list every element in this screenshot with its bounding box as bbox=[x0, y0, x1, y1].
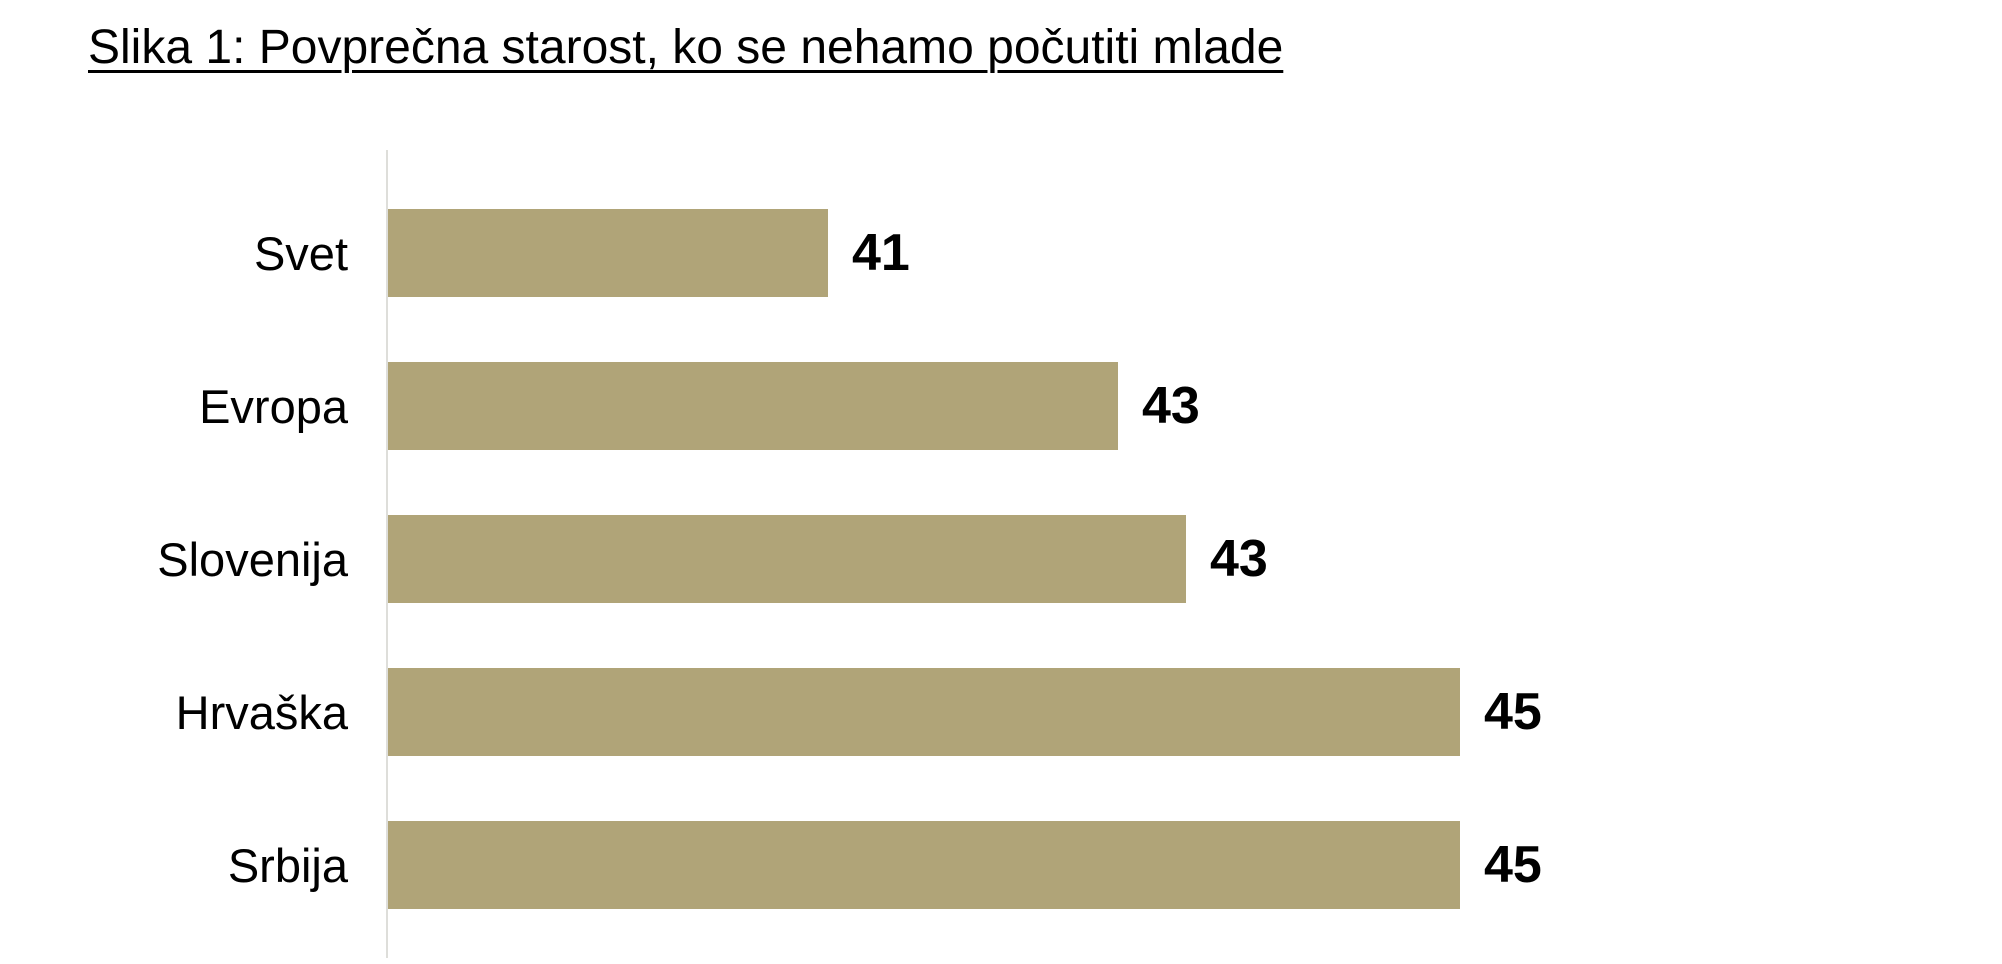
bar bbox=[388, 362, 1118, 450]
bar bbox=[388, 668, 1460, 756]
value-label: 45 bbox=[1484, 836, 1542, 894]
bar bbox=[388, 209, 828, 297]
value-label: 43 bbox=[1210, 530, 1268, 588]
category-label: Evropa bbox=[199, 379, 348, 433]
value-label: 41 bbox=[852, 224, 910, 282]
chart-title: Slika 1: Povprečna starost, ko se nehamo… bbox=[88, 21, 1284, 74]
value-label: 43 bbox=[1142, 377, 1200, 435]
category-label: Slovenija bbox=[157, 532, 348, 586]
category-label: Srbija bbox=[227, 838, 348, 892]
bar bbox=[388, 821, 1460, 909]
y-axis-line bbox=[386, 150, 388, 958]
bar bbox=[388, 515, 1186, 603]
value-label: 45 bbox=[1484, 683, 1542, 741]
category-label: Hrvaška bbox=[175, 685, 348, 739]
category-label: Svet bbox=[253, 226, 348, 280]
